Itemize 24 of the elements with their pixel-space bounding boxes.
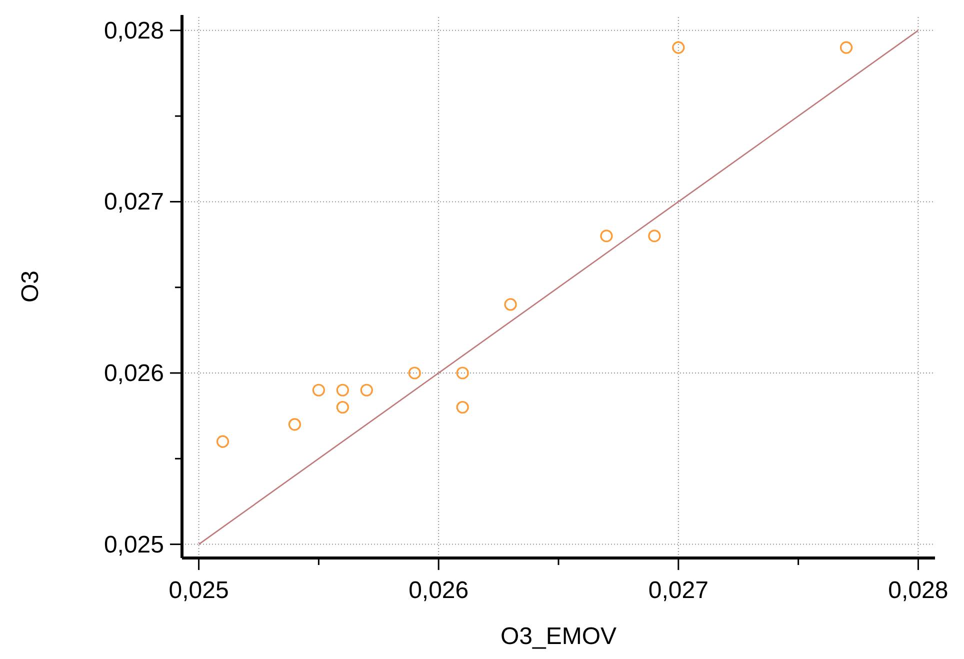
point [408,366,421,380]
y-tick-label: 0,025 [104,531,164,558]
y-tick-label: 0,028 [104,17,164,44]
point [288,418,302,431]
point [648,230,661,242]
y-axis-title: O3 [17,270,44,303]
point [504,298,517,311]
y-tick-label: 0,027 [104,188,164,216]
x-tick-label: 0,026 [408,577,469,604]
point [600,230,613,242]
point [456,366,469,380]
point [312,384,325,396]
point [672,41,685,54]
point [336,400,349,414]
point [456,400,469,414]
y-tick-label: 0,026 [104,360,164,388]
x-axis-title: O3_EMOV [500,623,617,650]
point [840,41,853,54]
x-tick-label: 0,027 [648,577,708,604]
x-tick-label: 0,028 [888,577,948,604]
point [360,384,373,396]
x-tick-label: 0,025 [168,577,229,604]
point [216,435,230,448]
point [336,384,349,396]
